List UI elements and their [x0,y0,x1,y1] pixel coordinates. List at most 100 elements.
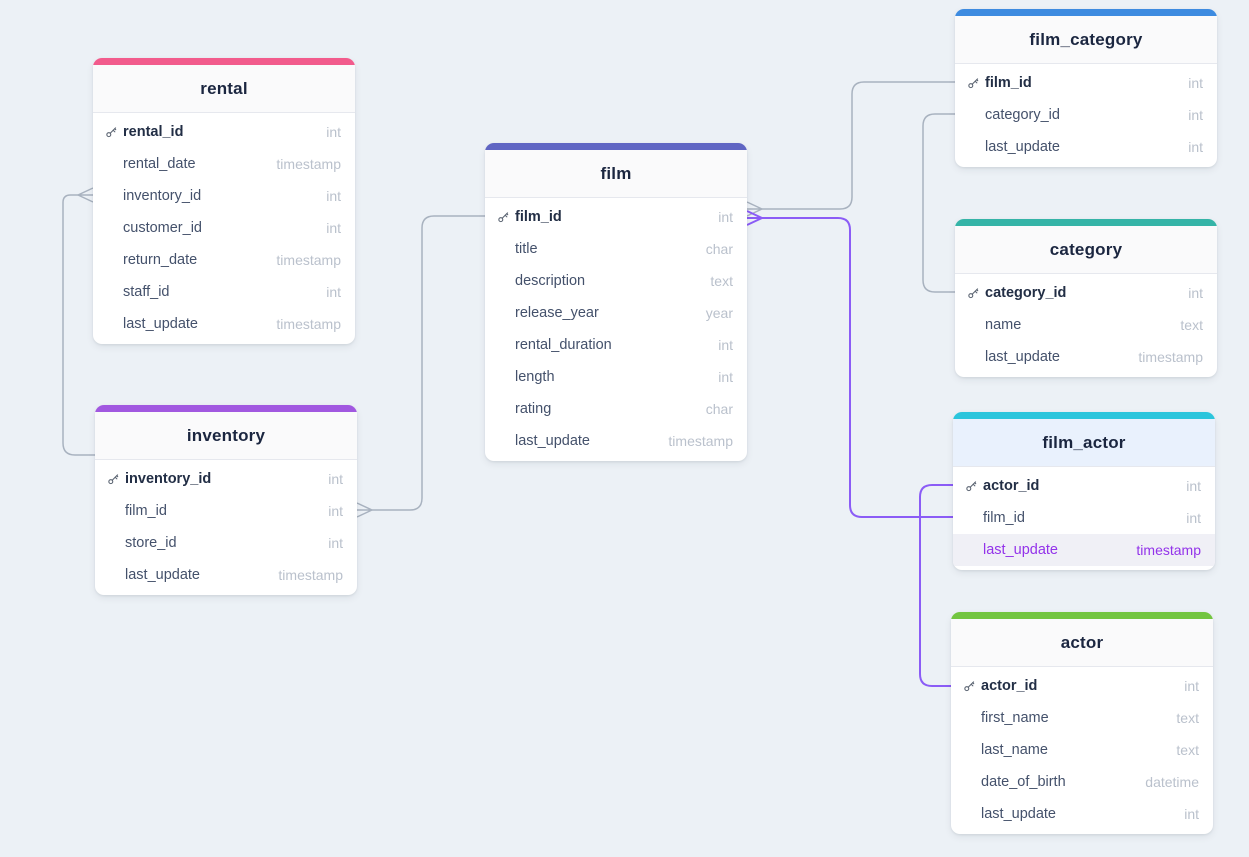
field-row-film_actor-actor_id[interactable]: actor_id int [953,470,1215,502]
field-name: last_update [125,567,200,583]
table-title: film_actor [1042,432,1126,452]
field-row-inventory-store_id[interactable]: store_id int [95,527,357,559]
table-header-actor[interactable]: actor [951,619,1213,667]
primary-key-icon [105,471,122,487]
field-icon-spacer [105,503,122,519]
field-row-film_category-last_update[interactable]: last_update int [955,131,1217,163]
field-type: int [326,124,341,140]
field-row-actor-actor_id[interactable]: actor_id int [951,670,1213,702]
field-name: date_of_birth [981,774,1066,790]
field-list: inventory_id int film_id int store_id int last… [95,460,357,595]
field-row-rental-inventory_id[interactable]: inventory_id int [93,180,355,212]
field-icon-spacer [103,284,120,300]
field-row-film-description[interactable]: description text [485,265,747,297]
relationship-line[interactable] [922,113,955,293]
field-row-category-name[interactable]: name text [955,309,1217,341]
field-icon-spacer [963,542,980,558]
table-header-category[interactable]: category [955,226,1217,274]
field-row-film_category-category_id[interactable]: category_id int [955,99,1217,131]
field-row-film_actor-last_update[interactable]: last_update timestamp [953,534,1215,566]
field-row-film_actor-film_id[interactable]: film_id int [953,502,1215,534]
field-list: actor_id int first_name text last_name text da… [951,667,1213,834]
relationship-film_film_id-film_category_film_id[interactable] [746,81,955,217]
field-row-category-last_update[interactable]: last_update timestamp [955,341,1217,373]
field-name: last_update [985,349,1060,365]
field-list: film_id int title char description text releas… [485,198,747,461]
field-type: int [326,284,341,300]
relationship-line[interactable] [372,215,485,511]
field-row-inventory-inventory_id[interactable]: inventory_id int [95,463,357,495]
crow-foot-many-marker [356,502,373,518]
table-accent-bar [93,58,355,65]
field-type: timestamp [278,567,343,583]
field-icon-spacer [105,535,122,551]
field-row-actor-first_name[interactable]: first_name text [951,702,1213,734]
field-row-category-category_id[interactable]: category_id int [955,277,1217,309]
table-actor[interactable]: actor actor_id int first_name text last_name t… [951,612,1213,834]
table-category[interactable]: category category_id int name text last_updat… [955,219,1217,377]
table-accent-bar [955,219,1217,226]
table-header-inventory[interactable]: inventory [95,412,357,460]
field-name: category_id [985,107,1060,123]
field-row-film-rental_duration[interactable]: rental_duration int [485,329,747,361]
field-icon-spacer [963,510,980,526]
field-row-inventory-last_update[interactable]: last_update timestamp [95,559,357,591]
field-row-actor-last_update[interactable]: last_update int [951,798,1213,830]
field-row-inventory-film_id[interactable]: film_id int [95,495,357,527]
relationship-line[interactable] [762,81,955,210]
table-title: actor [1060,632,1104,652]
table-inventory[interactable]: inventory inventory_id int film_id int store_… [95,405,357,595]
table-film[interactable]: film film_id int title char description text re… [485,143,747,461]
table-header-film_category[interactable]: film_category [955,16,1217,64]
relationship-film_category_category_id-category_category_id[interactable] [922,113,955,293]
field-row-actor-last_name[interactable]: last_name text [951,734,1213,766]
field-row-film-last_update[interactable]: last_update timestamp [485,425,747,457]
field-type: int [1188,139,1203,155]
table-header-film_actor[interactable]: film_actor [953,419,1215,467]
field-row-film-rating[interactable]: rating char [485,393,747,425]
field-name: last_update [123,316,198,332]
field-row-rental-rental_date[interactable]: rental_date timestamp [93,148,355,180]
field-icon-spacer [495,305,512,321]
field-list: category_id int name text last_update timesta… [955,274,1217,377]
field-icon-spacer [965,349,982,365]
field-row-film-film_id[interactable]: film_id int [485,201,747,233]
field-type: timestamp [1138,349,1203,365]
field-name: name [985,317,1022,333]
field-row-rental-last_update[interactable]: last_update timestamp [93,308,355,340]
field-row-film_category-film_id[interactable]: film_id int [955,67,1217,99]
field-list: film_id int category_id int last_update int [955,64,1217,167]
field-icon-spacer [965,139,982,155]
table-header-rental[interactable]: rental [93,65,355,113]
relationship-inventory_film_id-film_film_id[interactable] [356,215,485,518]
table-accent-bar [951,612,1213,619]
field-row-film-length[interactable]: length int [485,361,747,393]
field-row-actor-date_of_birth[interactable]: date_of_birth datetime [951,766,1213,798]
field-type: int [1184,678,1199,694]
relationship-line[interactable] [762,217,953,518]
field-name: last_update [985,139,1060,155]
field-row-rental-rental_id[interactable]: rental_id int [93,116,355,148]
table-film_actor[interactable]: film_actor actor_id int film_id int last_upda… [953,412,1215,570]
field-icon-spacer [961,806,978,822]
table-header-film[interactable]: film [485,150,747,198]
field-row-rental-staff_id[interactable]: staff_id int [93,276,355,308]
relationship-film_actor_actor_id-actor_actor_id[interactable] [919,484,953,687]
field-row-film-title[interactable]: title char [485,233,747,265]
field-row-film-release_year[interactable]: release_year year [485,297,747,329]
relationship-rental_inventory_id-inventory_inventory_id[interactable] [62,187,95,456]
table-rental[interactable]: rental rental_id int rental_date timestamp in… [93,58,355,344]
field-type: int [1188,75,1203,91]
field-type: int [328,503,343,519]
relationship-film_film_id-film_actor_film_id[interactable] [746,210,953,518]
field-row-rental-return_date[interactable]: return_date timestamp [93,244,355,276]
relationship-line[interactable] [919,484,953,687]
field-row-rental-customer_id[interactable]: customer_id int [93,212,355,244]
table-film_category[interactable]: film_category film_id int category_id int las… [955,9,1217,167]
relationship-line[interactable] [62,194,95,456]
primary-key-icon [495,209,512,225]
primary-key-icon [961,678,978,694]
field-icon-spacer [495,433,512,449]
